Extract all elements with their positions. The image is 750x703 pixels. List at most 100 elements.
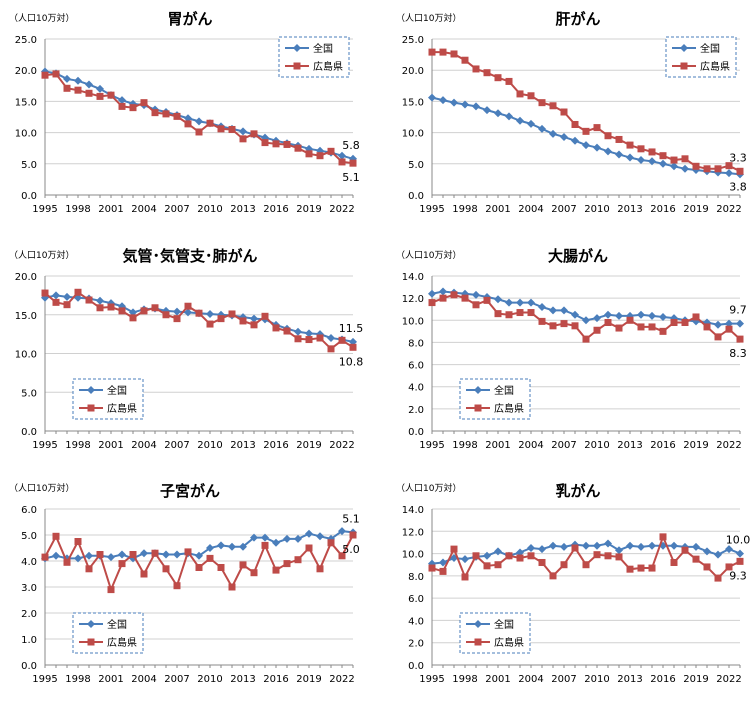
- data-point-hiroshima: [140, 99, 148, 107]
- chart-panel-4: 大腸がん （人口10万対） 0.0 2.0 4.0 6.0 8.0 10.0 12.0 14.0 1…: [396, 247, 747, 451]
- data-point-hiroshima: [472, 552, 480, 560]
- data-point-hiroshima: [461, 56, 469, 64]
- x-tick-label: 2004: [131, 440, 156, 451]
- legend-box: [665, 36, 737, 78]
- data-point-hiroshima: [74, 86, 82, 94]
- legend-label-national: 全国: [700, 42, 720, 55]
- x-tick-label: 2022: [716, 674, 741, 685]
- x-tick-label: 2007: [551, 440, 576, 451]
- x-tick-label: 2007: [164, 440, 189, 451]
- unit-label: （人口10万対）: [396, 249, 461, 261]
- data-point-hiroshima: [439, 294, 447, 302]
- data-point-national: [96, 296, 104, 305]
- legend-marker-square: [87, 404, 95, 412]
- data-point-hiroshima: [571, 322, 579, 330]
- chart-panel-6: 乳がん （人口10万対） 0.0 2.0 4.0 6.0 8.0 10.0 12.0 14.0 19…: [396, 482, 750, 685]
- data-point-hiroshima: [338, 158, 346, 166]
- x-tick-label: 2019: [683, 440, 708, 451]
- end-value-label-hiroshima: 9.3: [729, 569, 747, 582]
- data-point-national: [439, 96, 447, 105]
- end-value-label-national: 5.1: [342, 512, 360, 525]
- x-tick-label: 2010: [197, 204, 222, 215]
- legend-marker-diamond: [87, 386, 95, 394]
- data-point-hiroshima: [63, 558, 71, 566]
- data-point-hiroshima: [239, 135, 247, 143]
- data-point-national: [582, 141, 590, 150]
- y-tick-label: 5.0: [21, 388, 37, 399]
- data-point-national: [327, 334, 335, 342]
- data-point-hiroshima: [571, 544, 579, 552]
- data-point-hiroshima: [272, 140, 280, 148]
- legend-marker-square: [680, 62, 688, 70]
- x-tick-label: 2016: [650, 204, 675, 215]
- data-point-hiroshima: [428, 48, 436, 56]
- data-point-hiroshima: [659, 327, 667, 335]
- data-point-hiroshima: [272, 324, 280, 332]
- data-point-hiroshima: [582, 335, 590, 343]
- data-point-hiroshima: [615, 553, 623, 561]
- data-point-hiroshima: [195, 309, 203, 317]
- data-point-national: [659, 312, 667, 321]
- data-point-hiroshima: [637, 323, 645, 331]
- data-point-national: [692, 542, 700, 551]
- data-point-national: [549, 306, 557, 315]
- data-point-national: [626, 541, 634, 550]
- data-point-national: [239, 542, 247, 551]
- data-point-national: [494, 295, 502, 304]
- data-point-national: [250, 533, 258, 542]
- legend-marker-square: [474, 404, 482, 412]
- data-point-national: [428, 93, 436, 102]
- data-point-national: [52, 291, 60, 300]
- data-point-hiroshima: [151, 109, 159, 117]
- x-tick-label: 2016: [263, 204, 288, 215]
- data-point-hiroshima: [85, 565, 93, 573]
- x-tick-label: 1998: [452, 440, 477, 451]
- data-point-national: [670, 162, 678, 171]
- data-point-national: [736, 319, 744, 328]
- chart-panel-5: 子宮がん （人口10万対） 0.0 1.0 2.0 3.0 4.0 5.0 6.0 1995 199…: [9, 482, 360, 685]
- data-point-hiroshima: [162, 311, 170, 319]
- end-value-label-national: 5.8: [342, 139, 360, 152]
- data-point-hiroshima: [527, 92, 535, 100]
- data-point-national: [74, 554, 82, 563]
- x-tick-label: 2019: [296, 204, 321, 215]
- data-point-hiroshima: [670, 558, 678, 566]
- data-point-hiroshima: [725, 563, 733, 571]
- data-point-hiroshima: [118, 307, 126, 315]
- x-tick-label: 2007: [551, 204, 576, 215]
- data-point-hiroshima: [703, 323, 711, 331]
- data-point-hiroshima: [217, 125, 225, 133]
- data-point-hiroshima: [505, 552, 513, 560]
- data-point-national: [615, 150, 623, 159]
- x-tick-label: 1995: [419, 204, 444, 215]
- data-point-hiroshima: [450, 50, 458, 58]
- data-point-hiroshima: [74, 288, 82, 296]
- data-point-national: [107, 553, 115, 562]
- data-point-national: [703, 547, 711, 556]
- data-point-hiroshima: [439, 48, 447, 56]
- data-point-hiroshima: [41, 553, 49, 561]
- data-point-hiroshima: [118, 560, 126, 568]
- data-point-hiroshima: [349, 343, 357, 351]
- y-tick-label: 20.0: [402, 66, 424, 77]
- y-tick-label: 12.0: [402, 527, 424, 538]
- unit-label: （人口10万対）: [9, 12, 74, 24]
- x-tick-label: 2001: [98, 204, 123, 215]
- data-point-national: [162, 550, 170, 559]
- y-tick-label: 10.0: [402, 316, 424, 327]
- data-point-hiroshima: [162, 110, 170, 118]
- y-tick-label: 5.0: [408, 160, 424, 171]
- data-point-hiroshima: [52, 70, 60, 78]
- x-tick-label: 2013: [617, 204, 642, 215]
- data-point-hiroshima: [217, 564, 225, 571]
- data-point-national: [626, 153, 634, 162]
- y-tick-label: 8.0: [408, 338, 424, 349]
- y-tick-label: 14.0: [402, 272, 424, 283]
- data-point-national: [516, 548, 524, 557]
- y-tick-label: 0.0: [408, 661, 424, 672]
- x-tick-label: 2016: [263, 440, 288, 451]
- data-point-hiroshima: [173, 315, 181, 323]
- data-point-national: [250, 314, 258, 323]
